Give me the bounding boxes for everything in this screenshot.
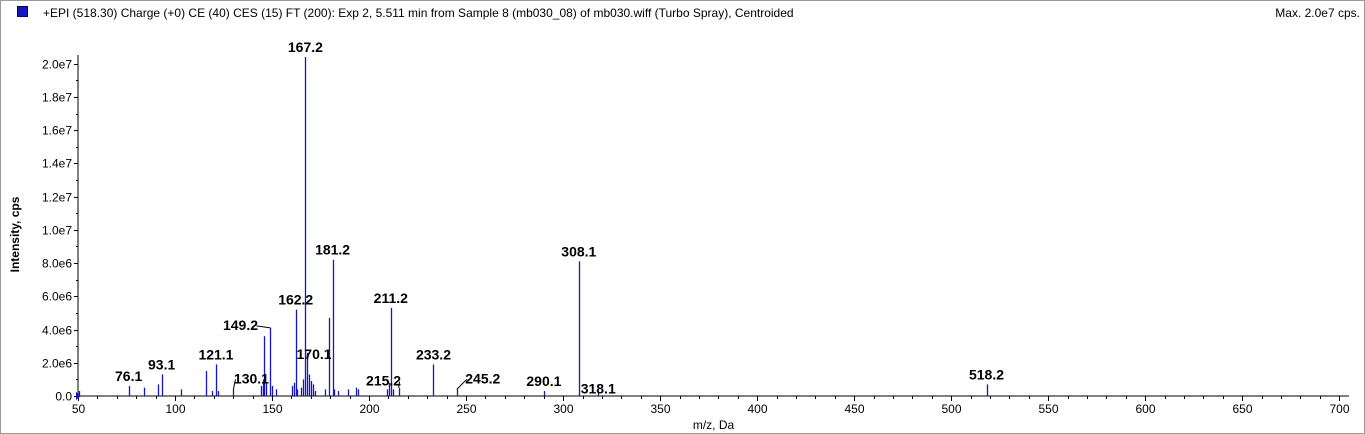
label-leader-line [232, 379, 236, 390]
x-tick-label: 650 [1232, 402, 1252, 416]
x-tick-label: 500 [941, 402, 961, 416]
peak-label: 93.1 [148, 356, 175, 372]
x-tick-label: 550 [1038, 402, 1058, 416]
x-tick-label: 400 [747, 402, 767, 416]
x-axis: 50 100 150 200 250 300 350 400 450 500 550 600 650 70… [72, 395, 1350, 416]
peak-label: 121.1 [198, 346, 233, 362]
axis-start-marker [76, 392, 81, 400]
label-leader-lines [232, 325, 468, 390]
spectrum-title: +EPI (518.30) Charge (+0) CE (40) CES (1… [43, 6, 794, 20]
x-axis-title: m/z, Da [693, 418, 735, 432]
peak-label: 318.1 [581, 381, 616, 397]
spectrum-header: +EPI (518.30) Charge (+0) CE (40) CES (1… [1, 1, 1364, 23]
x-tick-label: 700 [1329, 402, 1349, 416]
y-tick-label: 2.0e6 [42, 357, 72, 371]
x-tick-label: 200 [359, 402, 379, 416]
x-tick-label: 300 [553, 402, 573, 416]
y-tick-label: 1.0e7 [42, 224, 72, 238]
peak-label: 181.2 [315, 242, 350, 258]
peak-label: 233.2 [416, 346, 451, 362]
x-tick-label: 100 [165, 402, 185, 416]
y-axis: 0.0 2.0e6 4.0e6 6.0e6 8.0e6 1.0e7 1.2e7 1.4e7 1.… [42, 55, 79, 404]
label-leader-line [456, 378, 468, 390]
y-tick-label: 4.0e6 [42, 324, 72, 338]
peak-label: 245.2 [465, 370, 500, 386]
x-tick-label: 150 [262, 402, 282, 416]
peak-label: 215.2 [366, 373, 401, 389]
peak-label: 211.2 [374, 290, 408, 306]
y-tick-label: 6.0e6 [42, 290, 72, 304]
y-tick-label: 2.0e7 [42, 58, 72, 72]
peak-label: 167.2 [288, 39, 323, 55]
label-leader-line [398, 381, 401, 388]
peak-label: 290.1 [526, 373, 561, 389]
peak-label: 162.2 [278, 292, 313, 308]
y-tick-label: 1.4e7 [42, 157, 72, 171]
peak-label: 170.1 [297, 346, 332, 362]
x-tick-label: 50 [72, 402, 86, 416]
x-tick-label: 450 [844, 402, 864, 416]
y-tick-label: 0.0 [55, 390, 72, 404]
y-tick-label: 1.6e7 [42, 124, 72, 138]
peak-label: 308.1 [561, 243, 596, 259]
peak-label: 76.1 [115, 368, 142, 384]
x-tick-label: 600 [1135, 402, 1155, 416]
y-axis-title: Intensity, cps [8, 196, 22, 272]
x-tick-label: 250 [456, 402, 476, 416]
series-color-swatch[interactable] [17, 6, 28, 17]
peak-label: 518.2 [969, 366, 1004, 382]
y-tick-label: 8.0e6 [42, 257, 72, 271]
y-tick-label: 1.8e7 [42, 91, 72, 105]
y-tick-label: 1.2e7 [42, 191, 72, 205]
peak-label: 149.2 [223, 317, 258, 333]
peak-bars [76, 57, 989, 400]
x-tick-label: 350 [650, 402, 670, 416]
label-leader-line [256, 325, 271, 329]
peak-label: 130.1 [234, 370, 269, 386]
max-intensity-label: Max. 2.0e7 cps. [1275, 6, 1360, 20]
